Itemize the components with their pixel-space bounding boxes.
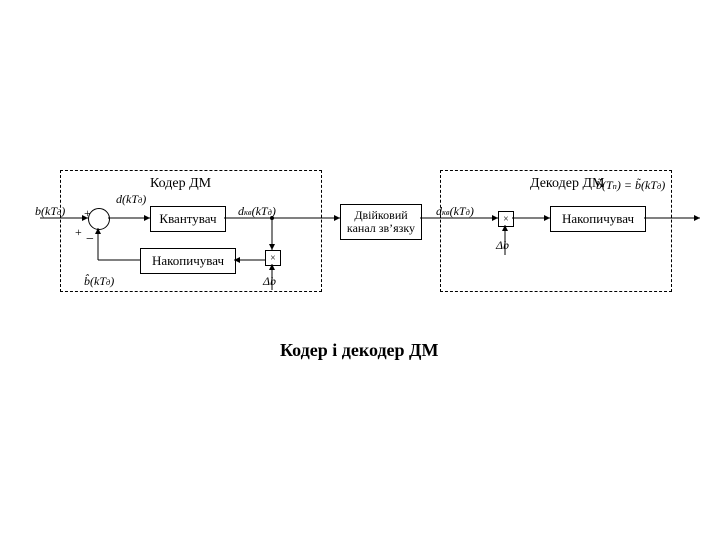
figure-caption: Кодер і декодер ДМ [280, 340, 438, 361]
wires-svg [40, 170, 700, 330]
dm-codec-diagram: Кодер ДМ Декодер ДМ + + − Квантувач Нако… [40, 170, 680, 330]
